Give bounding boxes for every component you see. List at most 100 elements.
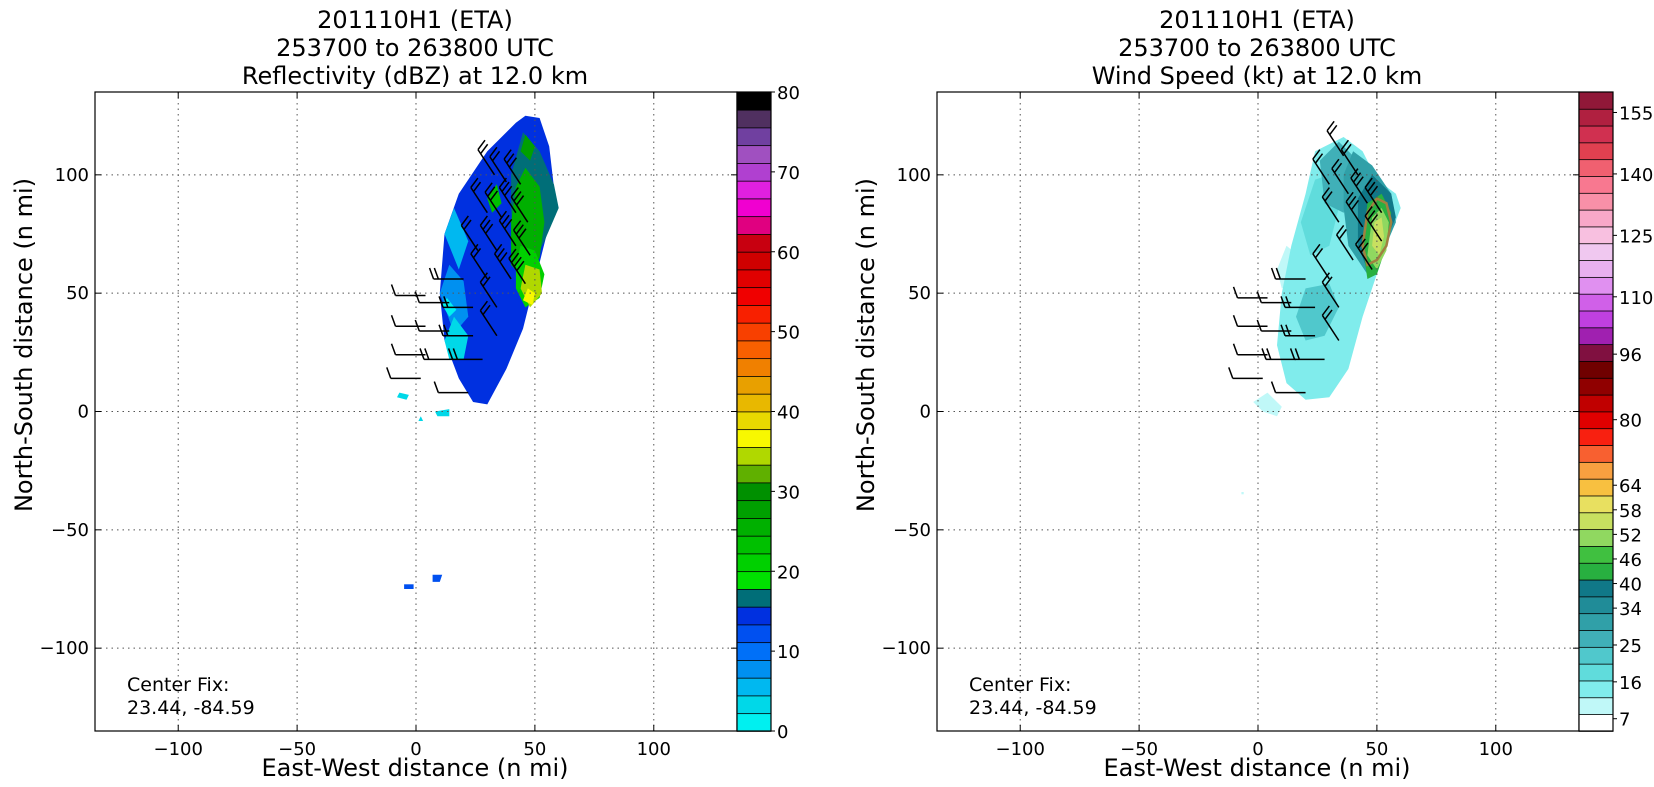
colorbar-segment [736,215,772,235]
colorbar-segment [736,198,772,218]
colorbar-segment [736,162,772,182]
colorbar-tick-label: 0 [777,722,788,743]
wind-barb [1350,168,1369,204]
colorbar-segment [1578,646,1614,665]
colorbar-segment [1578,629,1614,648]
colorbar-segment [1578,91,1614,110]
chart-title-line-3: Wind Speed (kt) at 12.0 km [1092,62,1423,90]
colorbar-segment [736,233,772,253]
colorbar-segment [736,482,772,502]
colorbar-tick-label: 46 [1619,550,1642,571]
colorbar-segment [1578,310,1614,329]
wind-barb [1232,315,1268,328]
field-region [1253,392,1282,417]
colorbar-segment [736,144,772,164]
wind-barb [470,243,488,280]
colorbar-segment [736,91,772,111]
y-tick-label: 50 [66,283,89,304]
colorbar-segment [1578,377,1614,396]
wind-barb [1280,296,1316,309]
colorbar-tick-label: 40 [777,403,800,424]
x-axis-label: East-West distance (n mi) [261,754,568,782]
colorbar-segment [1578,663,1614,682]
y-axis-label: North-South distance (n mi) [852,178,880,512]
wind-barb [1326,120,1345,157]
wind-barb [1312,149,1330,185]
wind-barb [479,272,498,308]
colorbar-segment [736,446,772,466]
colorbar-segment [1578,327,1614,346]
colorbar-tick-label: 30 [777,482,800,503]
colorbar-segment [1578,411,1614,430]
field-region [432,574,443,582]
x-axis-label: East-West distance (n mi) [1103,754,1410,782]
colorbar-segment [736,109,772,129]
wind-barb [1321,187,1340,223]
center-fix-value: 23.44, -84.59 [969,697,1097,719]
y-tick-label: −100 [882,638,931,659]
colorbar-segment [1578,175,1614,194]
colorbar-segment [736,517,772,537]
wind-barb [508,248,527,285]
colorbar-segment [736,677,772,697]
colorbar: 7 16 25 34 40 46 52 58 64 80 96 110 125 140 155 [1578,91,1653,732]
wind-barb [1312,243,1330,280]
x-tick-label: 50 [1365,739,1388,760]
colorbar-tick-label: 34 [1619,599,1642,620]
wind-barb [1270,381,1306,394]
field-region [487,184,502,213]
colorbar-segment [736,641,772,661]
wind-barb [1335,224,1354,261]
wind-barb [479,300,498,337]
x-tick-label: −100 [153,739,202,760]
colorbar-segment [1578,545,1614,564]
field-region [397,392,409,400]
center-fix-label: Center Fix: [969,674,1071,696]
colorbar-segment [736,695,772,715]
center-fix-label: Center Fix: [127,674,229,696]
colorbar-segment [1578,596,1614,615]
colorbar-tick-label: 60 [777,243,800,264]
colorbar-segment [736,393,772,413]
colorbar-segment [1578,108,1614,127]
colorbar-segment [736,588,772,608]
colorbar-segment [1578,293,1614,312]
field-region [520,134,535,161]
colorbar-segment [736,411,772,431]
colorbar-tick-label: 125 [1619,226,1653,247]
colorbar-segment [736,251,772,271]
colorbar-segment [736,570,772,590]
wind-barb [433,381,469,394]
colorbar-segment [1578,461,1614,480]
colorbar-segment [1578,562,1614,581]
colorbar-segment [1578,142,1614,161]
colorbar-segment [736,606,772,626]
wind-barb [1321,305,1340,341]
data-field [397,115,559,589]
y-tick-label: 0 [920,402,931,423]
x-tick-label: 50 [523,739,546,760]
data-field [1241,137,1401,495]
x-tick-label: 0 [410,739,421,760]
colorbar-segment [1578,444,1614,463]
x-tick-label: 100 [637,739,671,760]
colorbar-segment [1578,612,1614,631]
colorbar-tick-label: 52 [1619,525,1642,546]
colorbar-tick-label: 20 [777,562,800,583]
wind-barb [498,210,517,247]
field-region [444,208,469,270]
colorbar-segment [1578,511,1614,531]
wind-barb [1228,367,1263,380]
colorbar-segment [1578,209,1614,228]
field-region [435,409,450,417]
colorbar-tick-label: 25 [1619,636,1642,657]
wind-barb [1270,267,1306,280]
colorbar-segment [736,340,772,360]
y-tick-label: 100 [55,165,89,186]
colorbar-segment [736,180,772,200]
wind-barb [1355,234,1373,270]
wind-barbs [1228,120,1383,394]
colorbar-segment [736,322,772,342]
colorbar-tick-label: 7 [1619,710,1630,731]
